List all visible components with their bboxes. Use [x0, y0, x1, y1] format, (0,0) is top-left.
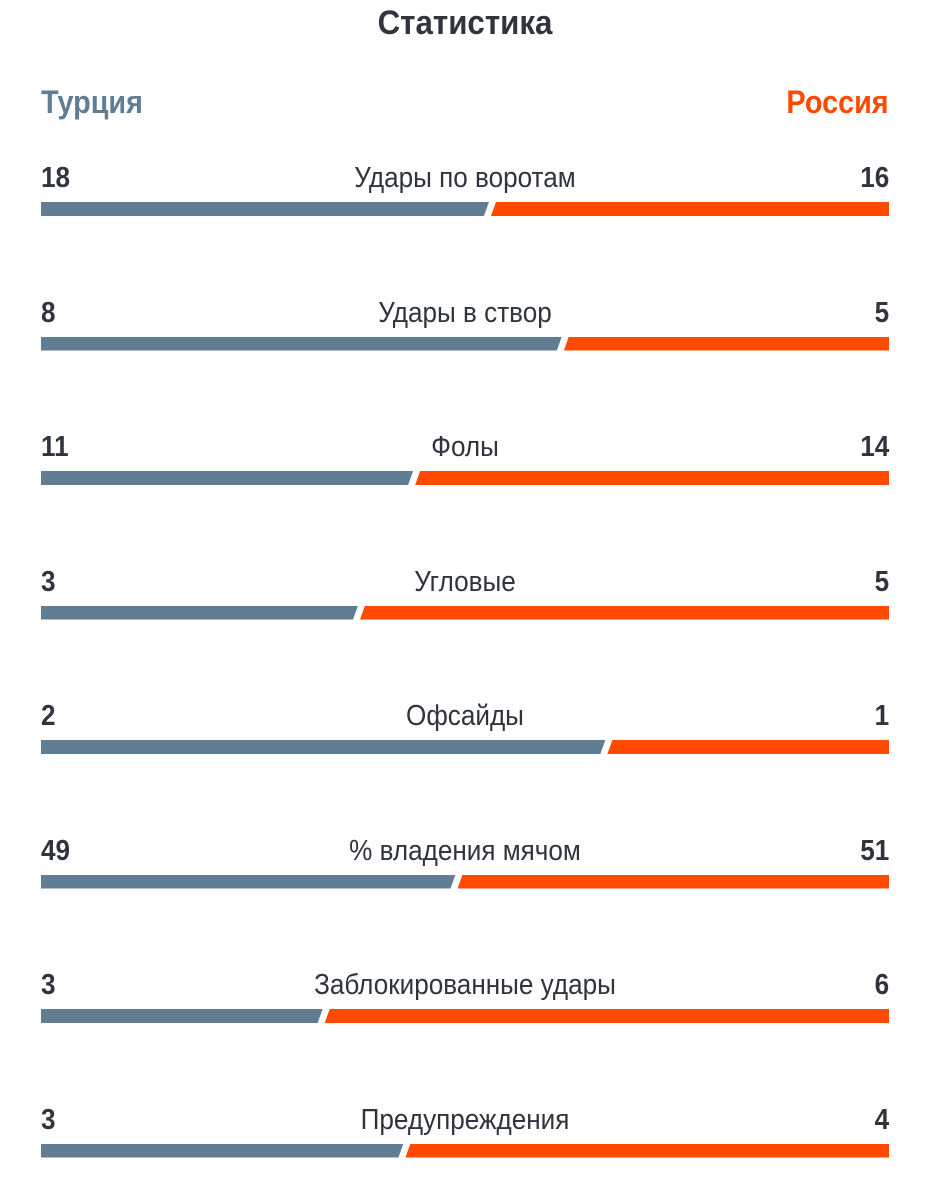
stat-row: 3 Угловые 5: [41, 562, 889, 652]
stat-label: Удары в створ: [378, 296, 552, 329]
stat-bar: [41, 1009, 889, 1023]
stat-right-value: 5: [874, 565, 889, 598]
stat-bar-right: [360, 605, 889, 620]
stat-bar-left: [41, 471, 413, 485]
stat-row: 18 Удары по воротам 16: [41, 158, 889, 248]
stat-bar: [41, 740, 889, 754]
stat-bar-right: [405, 1143, 889, 1158]
stat-right-value: 6: [874, 969, 889, 1001]
stat-bar: [41, 874, 889, 889]
stat-bar: [41, 202, 889, 216]
stat-bar-right: [415, 471, 889, 485]
stat-bar: [41, 471, 889, 485]
stat-bar-right: [490, 202, 889, 216]
stat-right-value: 1: [874, 700, 889, 732]
stat-left-value: 11: [41, 431, 69, 463]
stat-bar-left: [41, 740, 605, 754]
stat-bar-left: [41, 606, 358, 620]
stat-left-value: 18: [41, 162, 71, 194]
stat-bar-left: [41, 337, 562, 351]
stat-right-value: 4: [874, 1103, 889, 1136]
stat-label: Предупреждения: [360, 1103, 570, 1136]
stat-label: % владения мячом: [349, 834, 581, 867]
stat-bar-left: [41, 875, 456, 889]
stat-bar-right: [563, 336, 889, 351]
team-right-name: Россия: [786, 84, 889, 120]
stat-row: 2 Офсайды 1: [41, 696, 889, 786]
stat-row: 3 Предупреждения 4: [41, 1100, 889, 1190]
stat-bar-right: [324, 1009, 889, 1023]
stat-left-value: 8: [41, 296, 56, 329]
stat-left-value: 2: [41, 700, 56, 732]
stat-bar-left: [41, 202, 489, 216]
stat-row: 3 Заблокированные удары 6: [41, 965, 889, 1055]
stat-right-value: 5: [874, 296, 889, 329]
stat-bar-left: [41, 1009, 323, 1023]
stat-bar: [41, 336, 889, 351]
team-left-name: Турция: [41, 84, 143, 120]
stat-bar: [41, 605, 889, 620]
stat-left-value: 3: [41, 1103, 56, 1136]
stat-right-value: 14: [859, 431, 889, 463]
stat-right-value: 16: [859, 162, 889, 194]
stat-left-value: 3: [41, 565, 56, 598]
stat-bar: [41, 1143, 889, 1158]
stat-label: Офсайды: [406, 700, 524, 732]
stat-bar-right: [607, 740, 889, 754]
stat-label: Заблокированные удары: [314, 969, 616, 1001]
stat-label: Фолы: [431, 431, 499, 463]
stat-left-value: 3: [41, 969, 56, 1001]
stat-left-value: 49: [41, 834, 71, 867]
stat-row: 11 Фолы 14: [41, 427, 889, 517]
page-title: Статистика: [377, 4, 553, 42]
stat-label: Угловые: [414, 565, 516, 598]
stat-bar-right: [457, 874, 889, 889]
stat-bar-left: [41, 1144, 403, 1158]
stat-right-value: 51: [859, 834, 889, 867]
stat-row: 8 Удары в створ 5: [41, 293, 889, 383]
stat-row: 49 % владения мячом 51: [41, 831, 889, 921]
stat-label: Удары по воротам: [354, 162, 576, 194]
